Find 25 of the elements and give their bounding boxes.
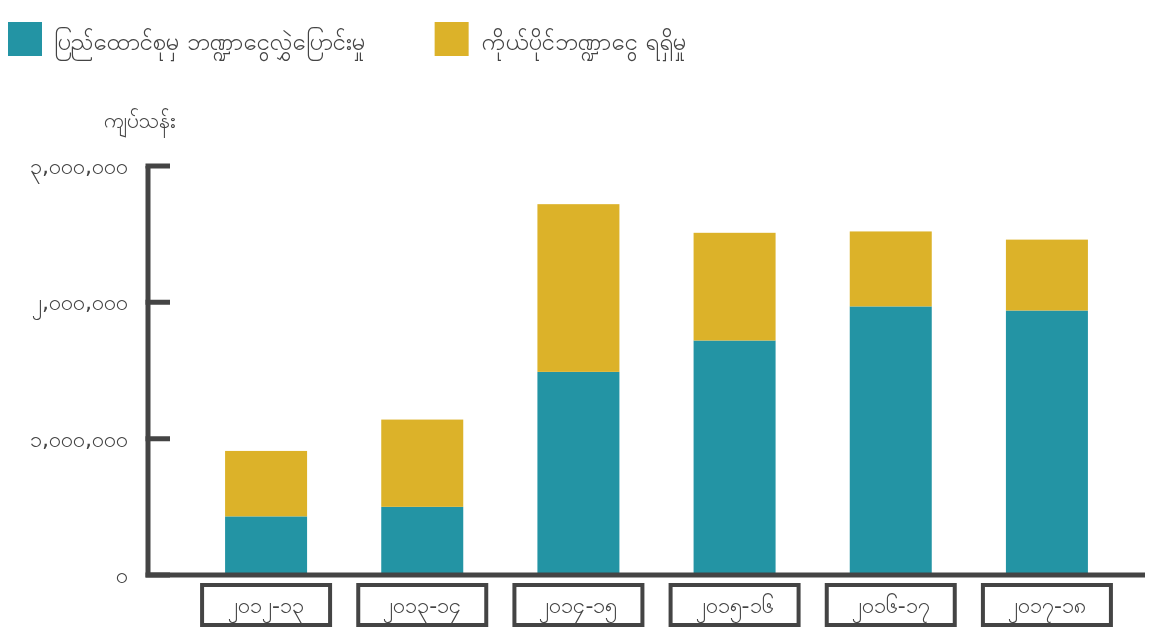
x-tick-label: ၂၀၁၄-၁၅	[539, 593, 618, 623]
bar	[225, 450, 308, 517]
bar	[693, 232, 776, 341]
y-tick-label: ၂,၀၀၀,၀၀၀	[32, 290, 128, 321]
x-tick-label: ၂၀၁၅-၁၆	[695, 593, 774, 623]
y-tick-label: ၃,၀၀၀,၀၀၀	[30, 154, 128, 184]
bar	[693, 340, 776, 575]
bar	[537, 371, 620, 575]
bar	[849, 306, 932, 575]
bar	[1005, 310, 1088, 575]
y-tick-label: ၁,၀၀၀,၀၀၀	[30, 426, 128, 452]
bar	[849, 231, 932, 307]
bar	[1005, 239, 1088, 311]
legend-label: ပြည်ထောင်စုမှ ဘဏ္ဍာငွေလွှဲပြောင်းမှု	[54, 26, 365, 62]
x-tick-label: ၂၀၁၇-၁၈	[1007, 593, 1086, 623]
y-tick-label: ၀	[116, 563, 128, 588]
x-tick-label: ၂၀၁၃-၁၄	[383, 593, 462, 623]
x-tick-label: ၂၀၁၆-၁၇	[851, 593, 930, 623]
bar	[381, 506, 464, 575]
x-tick-label: ၂၀၁၂-၁၃	[228, 593, 305, 623]
y-axis-title: ကျပ်သန်း	[104, 108, 176, 138]
bar	[537, 204, 620, 372]
bar	[381, 419, 464, 507]
legend-label: ကိုယ်ပိုင်ဘဏ္ဍာငွေ ရရှိမှု	[480, 27, 687, 62]
bar	[225, 516, 308, 575]
